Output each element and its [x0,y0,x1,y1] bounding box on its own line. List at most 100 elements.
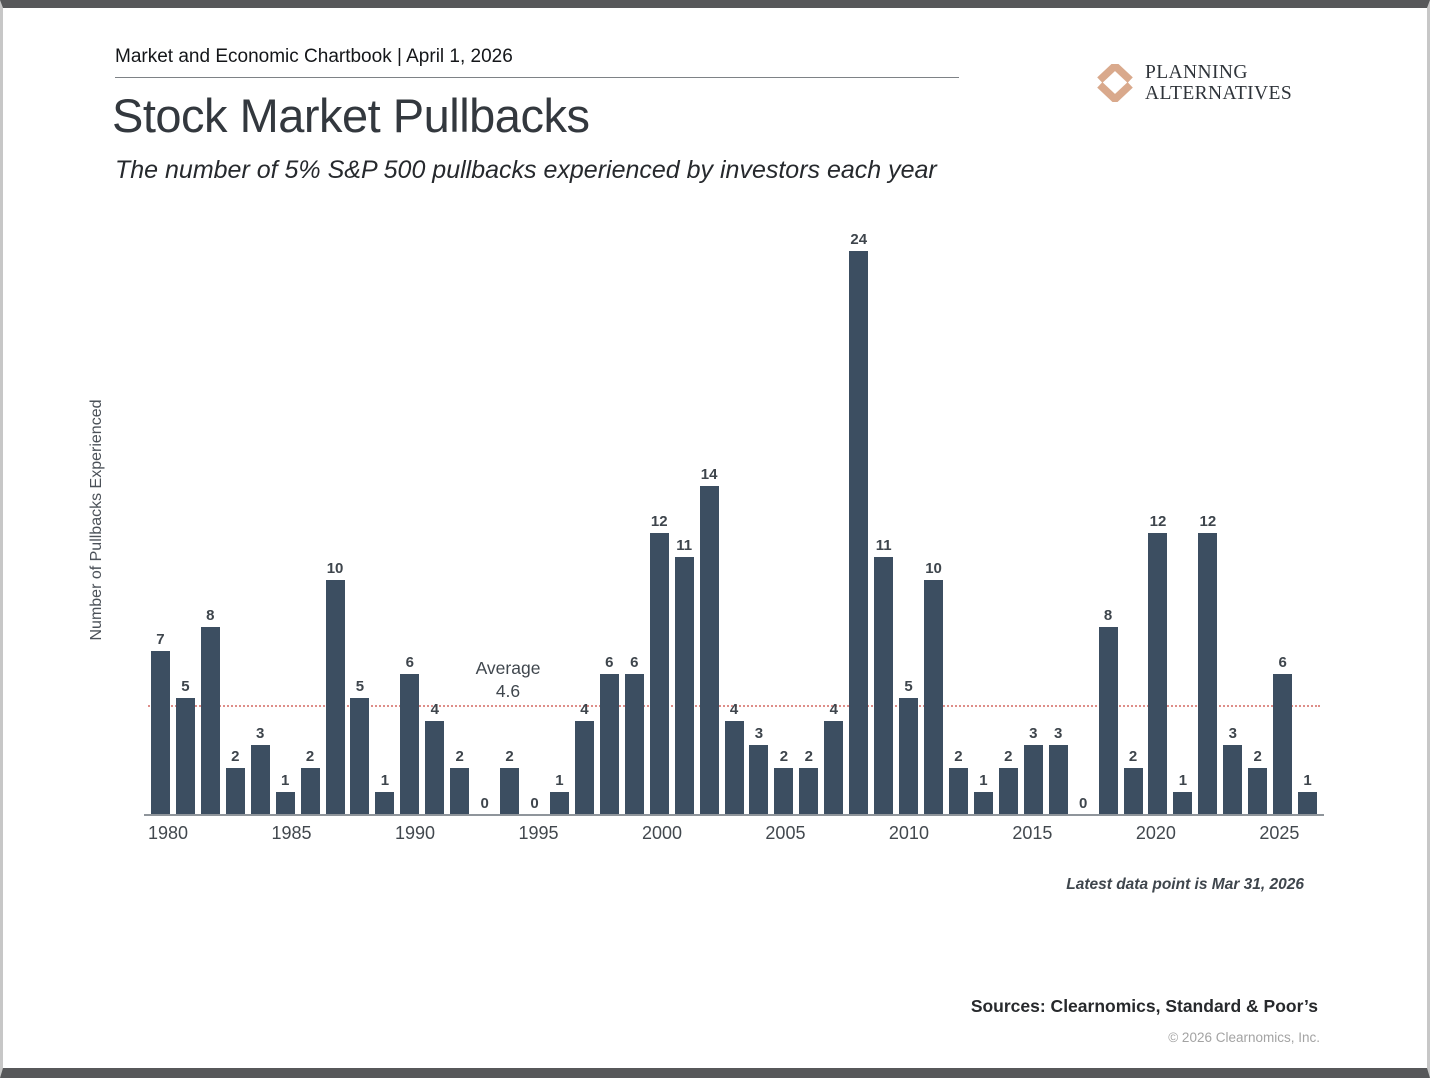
x-tick-1990: 1990 [394,823,436,843]
bar [749,744,769,815]
bar-value-label: 2 [455,748,464,765]
bar-value-label: 8 [1103,607,1113,624]
page-subtitle: The number of 5% S&P 500 pullbacks exper… [115,156,937,184]
x-tick-1994 [498,823,519,844]
bar [1048,744,1068,815]
bar [500,768,520,815]
bar-column-1990: 6 [397,225,422,815]
x-tick-1983 [230,823,251,844]
bar [649,533,669,815]
bar-value-label: 2 [231,748,240,765]
bar-column-2020: 12 [1146,225,1171,815]
bar [150,650,170,815]
bar-value-label: 3 [256,724,265,742]
bar-value-label: 3 [1054,724,1063,742]
bar [375,791,395,815]
bar-value-label: 1 [1303,771,1312,789]
bar-column-1996: 1 [547,225,572,815]
bar-value-label: 4 [430,701,439,718]
bar [998,768,1018,815]
bar [599,674,619,815]
bar-column-1986: 2 [298,225,323,815]
bar [1298,791,1318,815]
bar-column-1984: 3 [248,225,273,815]
bar [1248,768,1268,815]
bar-column-2024: 2 [1245,225,1270,815]
bar-value-label: 6 [630,654,639,671]
bar-value-label: 1 [1178,771,1188,789]
bar-value-label: 2 [1253,748,1262,765]
average-value: 4.6 [495,681,521,701]
bar-column-2018: 8 [1096,225,1121,815]
bar [400,674,420,815]
bar-value-label: 0 [1078,795,1088,812]
bar-value-label: 5 [904,677,913,695]
bar-value-label: 6 [605,654,614,671]
bar-value-label: 3 [1029,724,1038,742]
bar [874,556,894,815]
pullbacks-bar-chart: Average 4.6 7 5 8 2 3 1 2 10 5 1 6 4 2 0 2 0 1 4 6 6 12 11 14 4… [144,225,1324,816]
bar [948,768,968,815]
bar [699,486,719,815]
bar [1098,627,1118,815]
x-tick-2000: 2000 [641,823,682,843]
bar-value-label: 3 [754,724,764,742]
bar-value-label: 6 [405,654,415,671]
bar [1023,744,1043,815]
bar-value-label: 14 [700,466,718,483]
chartbook-eyebrow: Market and Economic Chartbook | April 1,… [115,46,513,67]
bar-column-2025: 6 [1270,225,1295,815]
bar-column-2017: 0 [1071,225,1096,815]
x-tick-1992 [456,823,477,844]
bar-value-label: 0 [480,795,489,812]
planning-alternatives-logo: PLANNING ALTERNATIVES [1096,62,1292,104]
bar-value-label: 12 [650,513,668,530]
bar-column-1991: 4 [422,225,447,815]
x-tick-2008 [847,823,868,844]
bar-column-1985: 1 [273,225,298,815]
bar-value-label: 7 [156,630,165,648]
bar-value-label: 6 [1278,654,1287,671]
x-tick-2011 [929,823,950,844]
bar-value-label: 12 [1199,513,1217,530]
x-tick-2021 [1176,823,1197,844]
bar [1173,791,1193,815]
bar [674,556,694,815]
x-tick-2004 [745,823,766,844]
bar-column-1995: 0 [522,225,547,815]
x-tick-1987 [332,823,353,844]
bar-value-label: 1 [380,771,390,789]
bar-value-label: 4 [729,701,739,718]
bar-column-2023: 3 [1220,225,1245,815]
bar-column-2015: 3 [1021,225,1046,815]
bar-value-label: 2 [1128,748,1138,765]
y-axis-label: Number of Pullbacks Experienced [88,399,105,641]
bar [350,697,370,815]
bar [824,721,844,815]
x-tick-1993 [477,823,498,844]
bar-value-label: 11 [875,536,892,554]
x-tick-2006 [805,823,826,844]
bar-column-2022: 12 [1195,225,1220,815]
copyright-note: © 2026 Clearnomics, Inc. [1168,1030,1320,1045]
header-rule [115,77,959,78]
bar-value-label: 4 [829,701,838,718]
bar-value-label: 1 [979,771,988,789]
bar-column-2008: 24 [846,225,871,815]
bar-value-label: 11 [676,536,693,554]
bar-column-1980: 7 [148,225,173,815]
x-tick-1995: 1995 [518,823,559,843]
bar-column-1998: 6 [597,225,622,815]
x-tick-2007 [826,823,847,844]
bar-value-label: 1 [555,771,564,789]
bar-value-label: 24 [850,231,868,248]
x-tick-1985: 1985 [271,823,312,843]
x-tick-2014 [992,823,1013,844]
bar-column-2001: 11 [672,225,697,815]
bar-value-label: 2 [305,748,315,765]
bar-column-2012: 2 [946,225,971,815]
x-tick-2016 [1052,823,1073,844]
bar [325,580,345,815]
bar [425,721,445,815]
bar-value-label: 2 [804,748,814,765]
